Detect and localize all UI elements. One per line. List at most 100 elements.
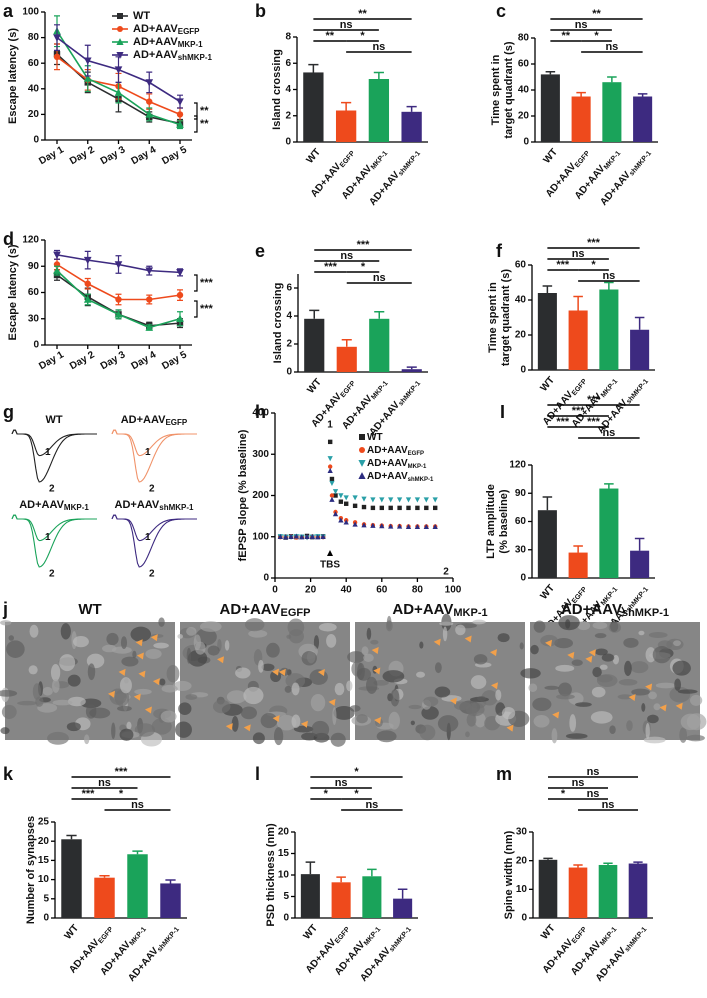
synapse-arrow	[506, 724, 514, 732]
em-texture	[690, 694, 703, 706]
synapse-arrow	[150, 634, 158, 642]
point	[361, 522, 367, 528]
synapse-arrow	[464, 635, 472, 643]
em-texture	[630, 661, 649, 674]
annotation-bracket	[194, 300, 198, 318]
x-tick-label-main: WT	[301, 923, 319, 942]
x-tick-label-sub: shMKP-1	[397, 380, 422, 408]
sig-label: ns	[373, 272, 386, 284]
em-texture	[106, 632, 119, 646]
em-texture	[592, 667, 602, 678]
trace-label: AD+AAVEGFP	[121, 414, 188, 427]
em-texture	[357, 662, 365, 681]
x-tick-label-main: WT	[304, 147, 322, 166]
em-texture	[207, 645, 220, 656]
em-texture	[0, 620, 12, 626]
y-tick-label: 0	[520, 573, 526, 584]
em-texture	[474, 712, 486, 728]
point	[379, 505, 384, 511]
synapse-arrow	[449, 697, 457, 705]
point	[388, 497, 394, 503]
synapse-arrow	[243, 724, 251, 732]
point	[299, 534, 305, 540]
legend-label: AD+AAVEGFP	[133, 23, 200, 36]
em-texture	[231, 716, 239, 732]
em-texture	[85, 704, 97, 719]
trace-label-sub: EGFP	[165, 418, 187, 427]
em-texture	[528, 683, 538, 692]
x-tick-label: Day 2	[68, 144, 97, 167]
image-title-main: AD+AAV	[392, 601, 453, 618]
point	[277, 533, 283, 539]
legend-label: AD+AAVMKP-1	[367, 458, 427, 470]
legend-marker	[116, 38, 124, 45]
em-texture	[6, 640, 25, 658]
sig-label: *	[561, 788, 566, 800]
sig-label: *	[119, 788, 124, 800]
em-texture	[655, 682, 676, 689]
synapse-arrow	[659, 704, 667, 712]
legend-label: WT	[133, 10, 150, 22]
bar	[540, 74, 560, 142]
trace-label-main: AD+AAV	[115, 499, 160, 511]
trace-label-main: WT	[45, 414, 62, 426]
y-tick-label: 0	[43, 913, 49, 924]
em-texture	[648, 631, 668, 638]
point	[283, 534, 289, 540]
em-texture	[87, 663, 96, 681]
trace-label: AD+AAVshMKP-1	[115, 499, 195, 512]
legend-label-main: AD+AAV	[367, 445, 408, 456]
em-texture	[318, 623, 337, 632]
y-tick-label: 4	[286, 311, 292, 322]
em-texture	[540, 634, 559, 647]
em-texture	[356, 714, 368, 724]
sig-label: ns	[340, 19, 353, 31]
x-tick-label: AD+AAVshMKP-1	[367, 376, 422, 438]
em-texture	[1, 704, 17, 719]
em-texture	[50, 663, 61, 682]
em-texture	[565, 619, 571, 629]
em-texture	[455, 624, 466, 636]
legend-marker	[117, 13, 123, 19]
bar	[537, 510, 557, 578]
x-tick-label-sub: EGFP	[97, 926, 115, 945]
legend-marker	[358, 460, 366, 467]
synapse-arrow	[133, 693, 141, 701]
trace-label: AD+AAVMKP-1	[19, 499, 89, 512]
error-bar	[545, 71, 556, 75]
em-texture	[641, 703, 646, 712]
trace	[11, 514, 97, 568]
y-tick-label: 0	[283, 913, 289, 924]
synapse-arrow	[433, 638, 441, 646]
sig-label: ***	[587, 237, 601, 249]
x-tick-label: AD+AAVshMKP-1	[126, 922, 181, 984]
point	[332, 511, 339, 517]
bar	[538, 859, 558, 918]
sig-label: ns	[98, 777, 111, 789]
y-tick-label: 0	[523, 137, 529, 148]
sig-label: ***	[115, 766, 129, 778]
x-tick-label-sub: shMKP-1	[156, 926, 181, 954]
trace-mark: 1	[145, 532, 151, 543]
em-texture	[673, 640, 682, 647]
trace-mark: 1	[45, 532, 51, 543]
error-bar	[607, 76, 617, 83]
point	[320, 533, 326, 539]
em-texture	[0, 690, 18, 697]
em-texture	[594, 648, 608, 656]
error-bar	[603, 862, 613, 865]
em-texture	[555, 664, 575, 672]
em-texture	[119, 677, 132, 694]
point	[315, 534, 321, 540]
point	[388, 505, 393, 511]
em-texture	[519, 642, 524, 650]
point	[423, 523, 429, 530]
error-bar	[406, 105, 417, 112]
em-texture	[330, 732, 346, 747]
error-bar	[66, 834, 77, 840]
sig-label: ns	[575, 19, 588, 31]
point	[370, 497, 376, 503]
panel-letter: f	[496, 241, 503, 261]
em-texture	[346, 680, 353, 692]
em-texture	[17, 700, 38, 706]
